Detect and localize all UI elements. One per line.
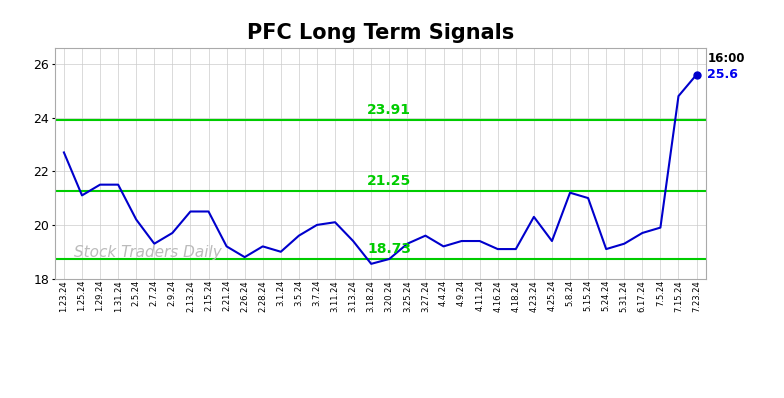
Text: 18.73: 18.73 <box>367 242 412 256</box>
Text: 23.91: 23.91 <box>367 103 412 117</box>
Text: 25.6: 25.6 <box>707 68 739 81</box>
Title: PFC Long Term Signals: PFC Long Term Signals <box>247 23 514 43</box>
Text: 16:00: 16:00 <box>707 52 745 65</box>
Text: 21.25: 21.25 <box>367 174 412 188</box>
Text: Stock Traders Daily: Stock Traders Daily <box>74 245 222 260</box>
